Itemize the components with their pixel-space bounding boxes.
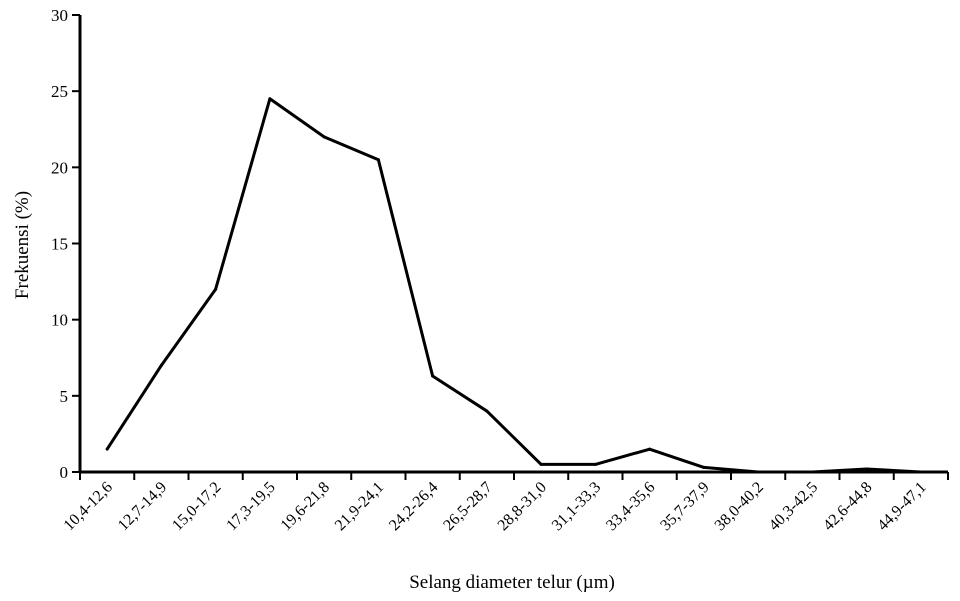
x-tick-label: 15,0-17,2	[169, 479, 224, 534]
series-line	[105, 97, 921, 474]
series-layer	[105, 97, 923, 474]
x-axis-title: Selang diameter telur (µm)	[409, 572, 615, 593]
data-point	[593, 462, 597, 466]
x-tick-label: 10,4-12,6	[61, 479, 116, 534]
data-point	[105, 447, 109, 451]
x-axis-ticks: 10,4-12,612,7-14,915,0-17,217,3-19,519,6…	[61, 472, 949, 534]
data-point	[322, 135, 326, 139]
y-axis-ticks: 0 5 10 15 20 25 30	[51, 6, 80, 482]
x-tick-label: 21,9-24,1	[332, 479, 387, 534]
x-tick-label: 40,3-42,5	[766, 479, 821, 534]
y-tick-label: 20	[51, 158, 68, 177]
x-tick-label: 35,7-37,9	[657, 479, 712, 534]
y-tick-label: 15	[51, 235, 68, 254]
data-point	[214, 287, 218, 291]
data-point	[376, 158, 380, 162]
data-point	[268, 97, 272, 101]
y-tick-label: 0	[60, 463, 69, 482]
x-tick-label: 38,0-40,2	[712, 479, 767, 534]
y-tick-label: 25	[51, 82, 68, 101]
x-tick-label: 17,3-19,5	[223, 479, 278, 534]
x-tick-label: 44,9-47,1	[874, 479, 929, 534]
x-tick-label: 24,2-26,4	[386, 479, 441, 534]
y-tick-label: 30	[51, 6, 68, 25]
y-tick-label: 10	[51, 311, 68, 330]
data-point	[919, 470, 923, 474]
x-tick-label: 28,8-31,0	[495, 479, 550, 534]
data-point	[756, 470, 760, 474]
y-tick-label: 5	[60, 387, 69, 406]
x-tick-label: 19,6-21,8	[278, 479, 333, 534]
x-tick-label: 31,1-33,3	[549, 479, 604, 534]
axes	[78, 15, 948, 474]
x-tick-label: 33,4-35,6	[603, 479, 658, 534]
data-point	[702, 465, 706, 469]
x-tick-label: 42,6-44,8	[820, 479, 875, 534]
data-point	[539, 462, 543, 466]
data-point	[485, 409, 489, 413]
data-point	[159, 363, 163, 367]
data-point	[648, 447, 652, 451]
data-point	[810, 470, 814, 474]
x-tick-label: 12,7-14,9	[115, 479, 170, 534]
x-tick-label: 26,5-28,7	[440, 479, 495, 534]
data-point	[865, 467, 869, 471]
data-point	[431, 374, 435, 378]
y-axis-title: Frekuensi (%)	[12, 191, 33, 299]
